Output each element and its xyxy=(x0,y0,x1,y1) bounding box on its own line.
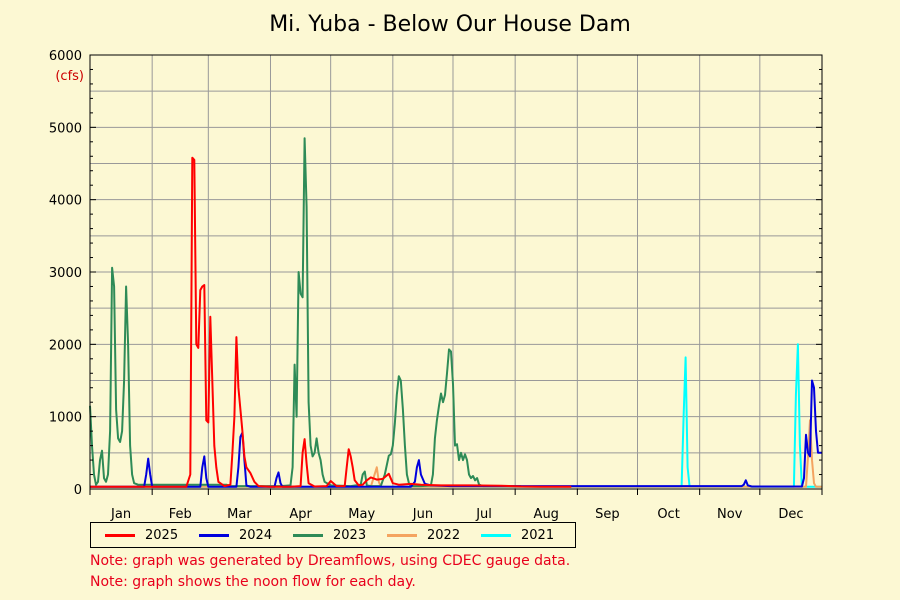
y-tick-label: 6000 xyxy=(49,49,82,64)
legend-label: 2022 xyxy=(427,527,461,543)
legend-label: 2024 xyxy=(239,527,273,543)
month-label: Sep xyxy=(595,507,620,522)
month-label: Dec xyxy=(778,507,803,522)
y-tick-label: 1000 xyxy=(49,411,82,426)
axes: 0 1000 2000 3000 4000 5000 6000 Jan Feb Mar Apr May… xyxy=(49,49,823,522)
month-label: May xyxy=(348,507,375,522)
y-tick-label: 3000 xyxy=(49,266,82,281)
note-noon-flow: Note: graph shows the noon flow for each… xyxy=(90,574,416,590)
series-line-2023 xyxy=(89,137,522,488)
series-line-2024 xyxy=(90,379,822,488)
month-label: Jun xyxy=(412,507,433,522)
legend-item-2024: 2024 xyxy=(199,528,293,543)
legend-label: 2021 xyxy=(521,527,555,543)
month-label: Mar xyxy=(227,507,252,522)
month-label: Jan xyxy=(110,507,131,522)
legend-item-2025: 2025 xyxy=(105,528,199,543)
legend-swatch xyxy=(481,533,511,537)
month-label: Aug xyxy=(534,507,559,522)
series-line-2025 xyxy=(90,156,572,488)
y-tick-label: 2000 xyxy=(49,338,82,353)
legend-item-2023: 2023 xyxy=(293,528,387,543)
y-tick-label: 5000 xyxy=(49,121,82,136)
legend: 2025 2024 2023 2022 2021 xyxy=(90,522,576,548)
month-label: Jul xyxy=(475,507,492,522)
chart-title: Mi. Yuba - Below Our House Dam xyxy=(269,12,631,37)
month-label: Feb xyxy=(169,507,192,522)
legend-swatch xyxy=(105,533,135,537)
month-label: Oct xyxy=(657,507,679,522)
unit-label: (cfs) xyxy=(55,69,84,84)
legend-label: 2023 xyxy=(333,527,367,543)
legend-swatch xyxy=(293,533,323,537)
legend-swatch xyxy=(387,533,417,537)
y-tick-label: 4000 xyxy=(49,194,82,209)
legend-label: 2025 xyxy=(145,527,179,543)
month-label: Apr xyxy=(289,507,312,522)
legend-item-2022: 2022 xyxy=(387,528,481,543)
month-label: Nov xyxy=(717,507,743,522)
legend-swatch xyxy=(199,533,229,537)
note-source: Note: graph was generated by Dreamflows,… xyxy=(90,553,571,569)
series-lines xyxy=(89,137,822,488)
y-tick-label: 0 xyxy=(74,483,82,498)
legend-item-2021: 2021 xyxy=(481,528,575,543)
